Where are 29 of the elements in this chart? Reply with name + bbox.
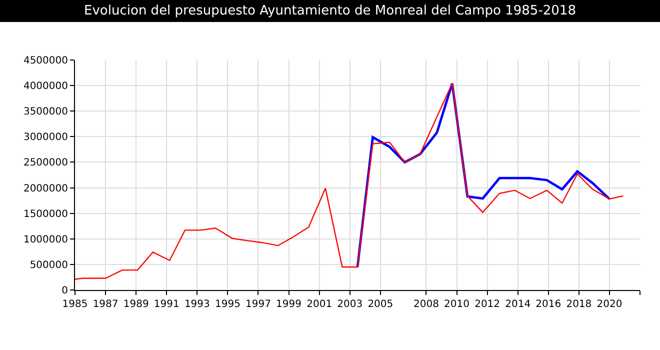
y-tick-label: 2000000 — [23, 183, 68, 194]
y-tick-label: 1500000 — [23, 208, 68, 220]
y-tick-label: 1000000 — [23, 234, 68, 246]
x-tick-label: 2012 — [474, 299, 500, 310]
x-tick-label: 2020 — [596, 299, 622, 310]
y-tick-label: 3500000 — [23, 106, 68, 118]
x-tick-label: 1991 — [154, 299, 180, 310]
y-tick-label: 4500000 — [23, 56, 68, 66]
x-tick-label: 1993 — [184, 299, 210, 310]
x-tick-label: 1997 — [246, 299, 271, 310]
x-tick-label: 1985 — [62, 299, 88, 310]
x-tick-label: 1999 — [276, 299, 302, 310]
y-tick-label: 4000000 — [23, 81, 68, 92]
y-tick-label: 500000 — [30, 260, 68, 271]
x-tick-label: 2005 — [368, 299, 394, 310]
y-tick-label: 0 — [62, 286, 68, 296]
x-tick-label: 2008 — [413, 299, 439, 310]
x-tick-label: 1989 — [123, 299, 149, 310]
x-tick-label: 1987 — [92, 299, 118, 310]
x-tick-label: 2016 — [536, 299, 562, 310]
y-tick-label: 2500000 — [23, 158, 68, 169]
x-tick-label: 2003 — [337, 299, 363, 310]
chart-title: Evolucion del presupuesto Ayuntamiento de Monreal del Campo 1985-2018 — [84, 3, 576, 18]
x-tick-label: 2001 — [306, 299, 332, 310]
x-tick-label: 2018 — [566, 299, 592, 310]
x-tick-label: 2014 — [505, 299, 531, 310]
y-tick-label: 3000000 — [23, 132, 68, 144]
x-tick-label: 2010 — [444, 299, 470, 310]
x-tick-label: 1995 — [214, 299, 240, 310]
